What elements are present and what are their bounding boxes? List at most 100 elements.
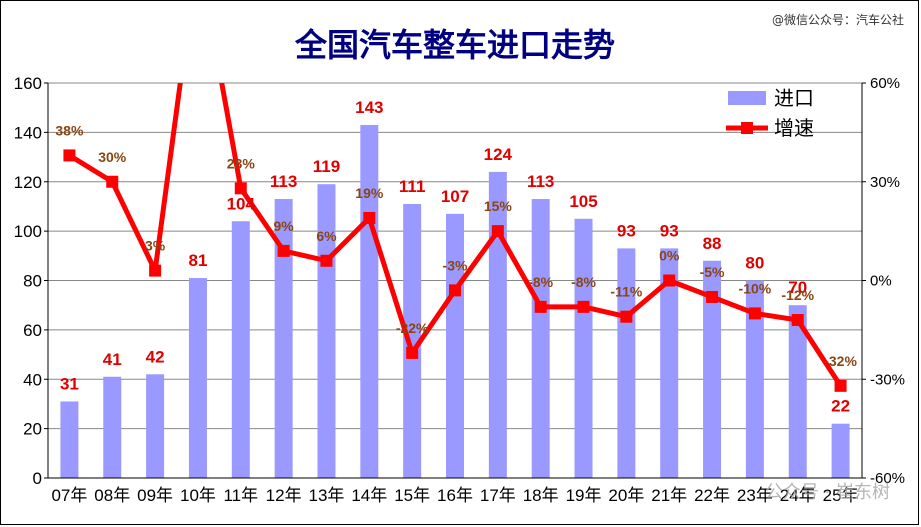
watermark-bottom: 公众号 · 崔东树: [765, 482, 890, 503]
line-value-label: -10%: [739, 280, 772, 296]
legend-label-bar: 进口: [774, 86, 814, 110]
bar: [274, 199, 293, 478]
line-value-label: 0%: [659, 248, 680, 264]
line-value-label: 6%: [316, 228, 337, 244]
bar-value-label: 31: [60, 374, 79, 393]
line-value-label: 28%: [227, 155, 256, 171]
line-value-label: 9%: [274, 218, 295, 234]
bar: [660, 248, 679, 478]
line-value-label: 15%: [484, 198, 513, 214]
bar: [146, 374, 165, 478]
line-marker: [706, 290, 719, 303]
legend-label-line: 增速: [774, 116, 814, 140]
bar-series: [60, 124, 850, 478]
bar: [360, 124, 379, 478]
x-tick-label: 25年: [823, 486, 859, 505]
y-right-tick-label: -60%: [870, 470, 905, 487]
bar: [488, 171, 507, 478]
line-marker: [234, 182, 247, 195]
line-value-label: -3%: [443, 257, 468, 273]
x-tick-label: 13年: [309, 486, 345, 505]
line-value-label: 3%: [145, 238, 166, 254]
y-left-tick-label: 80: [23, 272, 42, 291]
bar: [531, 199, 550, 478]
line-value-label: 30%: [98, 149, 127, 165]
y-right-tick-label: 30%: [870, 174, 900, 191]
bar-value-label: 93: [617, 221, 636, 240]
line-marker: [748, 307, 761, 320]
x-tick-label: 11年: [223, 486, 258, 505]
x-tick-label: 10年: [180, 486, 216, 505]
x-tick-label: 17年: [480, 486, 516, 505]
x-tick-label: 16年: [437, 486, 473, 505]
axes: 0 20 40 60 80 100 120 140 160 -60% -30% 0% 30% 60% 07年…: [14, 74, 905, 505]
line-marker: [534, 300, 547, 313]
chart-title: 全国汽车整车进口走势: [294, 26, 615, 64]
legend-swatch-marker: [741, 122, 753, 134]
bar-value-label: 113: [527, 172, 554, 191]
line-marker: [491, 225, 504, 238]
bar-value-label: 105: [569, 192, 597, 211]
line-value-label: -8%: [571, 274, 596, 290]
bar: [831, 423, 850, 478]
y-left-tick-label: 60: [23, 321, 42, 340]
line-marker: [363, 211, 376, 224]
bar-value-label: 107: [441, 187, 469, 206]
x-tick-label: 21年: [651, 486, 687, 505]
watermark-top: @微信公众号：汽车公社: [772, 12, 904, 27]
y-right-tick-label: 0%: [870, 273, 892, 290]
line-marker: [149, 264, 162, 277]
line-value-label: -5%: [700, 264, 725, 280]
x-tick-label: 15年: [394, 486, 430, 505]
line-marker: [449, 284, 461, 297]
bar-value-label: 124: [484, 145, 513, 164]
x-tick-label: 07年: [51, 486, 87, 505]
bar-value-label: 70: [788, 278, 807, 297]
bar: [60, 401, 79, 478]
x-tick-label: 08年: [94, 486, 130, 505]
line-value-label: -11%: [610, 284, 642, 300]
line-marker: [106, 175, 119, 188]
bar: [403, 203, 422, 478]
line-value-label: -32%: [824, 353, 857, 369]
bar-value-label: 104: [227, 194, 256, 213]
y-right-tick-label: 60%: [870, 75, 900, 92]
x-tick-label: 12年: [266, 486, 302, 505]
line-value-label: 19%: [355, 185, 384, 201]
y-left-tick-label: 20: [23, 420, 42, 439]
y-left-tick-label: 120: [14, 173, 42, 192]
y-left-tick-label: 160: [14, 74, 42, 93]
bar: [103, 376, 122, 478]
x-tick-label: 24年: [780, 486, 816, 505]
bar-value-label: 93: [660, 221, 679, 240]
bar: [574, 218, 593, 478]
bar-value-label: 143: [355, 98, 383, 117]
bar: [617, 248, 636, 478]
y-left-tick-label: 0: [33, 469, 42, 488]
line-marker: [577, 300, 590, 313]
bar-value-label: 80: [745, 254, 764, 273]
line-value-label: -22%: [396, 320, 429, 336]
bar: [703, 260, 722, 478]
y-left-tick-label: 100: [14, 222, 42, 241]
bar: [446, 213, 464, 478]
bar-value-label: 81: [188, 251, 207, 270]
x-tick-label: 23年: [737, 486, 773, 505]
bar-value-label: 113: [270, 172, 297, 191]
line-series: [63, 83, 847, 392]
x-tick-label: 22年: [694, 486, 730, 505]
line-marker: [791, 314, 804, 326]
bar: [231, 221, 250, 478]
bar-value-label: 41: [103, 350, 122, 369]
x-tick-label: 20年: [608, 486, 644, 505]
bar-value-label: 111: [399, 177, 426, 196]
line-marker: [277, 244, 290, 257]
bar: [788, 305, 807, 478]
x-tick-label: 09年: [137, 486, 173, 505]
line-value-label: -12%: [781, 287, 814, 303]
legend-swatch-bar: [728, 91, 766, 105]
bar-value-label: 22: [831, 397, 850, 416]
line-value-label: 38%: [55, 122, 84, 138]
